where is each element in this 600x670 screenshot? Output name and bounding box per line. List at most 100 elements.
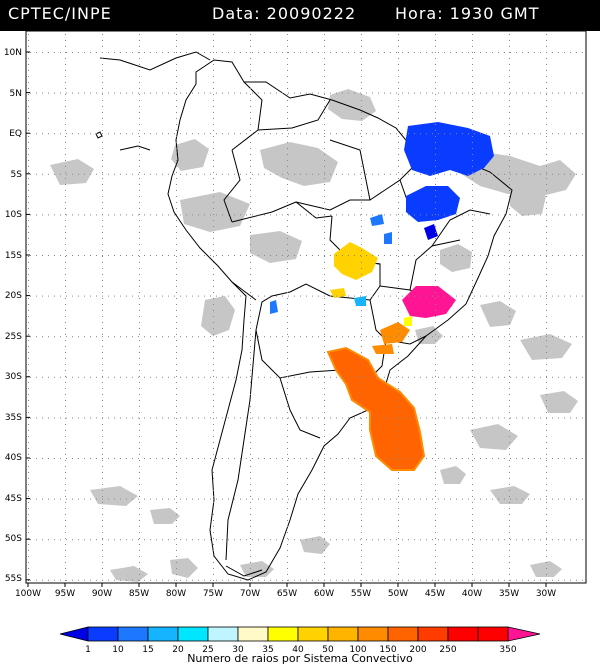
- grid-dot: [192, 295, 193, 297]
- grid-dot: [432, 92, 433, 94]
- grid-dot: [139, 46, 140, 47]
- grid-dot: [472, 370, 473, 371]
- grid-dot: [486, 579, 487, 581]
- grid-dot: [546, 118, 547, 119]
- grid-dot: [312, 255, 313, 256]
- grid-dot: [576, 173, 577, 175]
- grid-dot: [360, 133, 361, 135]
- grid-dot: [402, 458, 403, 459]
- grid-dot: [250, 322, 251, 323]
- grid-dot: [102, 94, 103, 95]
- grid-dot: [287, 58, 288, 59]
- grid-dot: [509, 346, 510, 347]
- grid-dot: [462, 579, 463, 581]
- grid-dot: [361, 472, 362, 473]
- grid-dot: [546, 88, 547, 89]
- grid-dot: [288, 376, 289, 378]
- grid-dot: [28, 406, 29, 407]
- grid-dot: [287, 556, 288, 557]
- grid-dot: [398, 568, 399, 569]
- grid-dot: [90, 52, 91, 53]
- grid-dot: [139, 118, 140, 119]
- grid-dot: [546, 196, 547, 197]
- grid-dot: [372, 417, 373, 419]
- grid-dot: [398, 214, 399, 215]
- grid-dot: [174, 579, 175, 581]
- grid-dot: [250, 286, 251, 287]
- grid-dot: [222, 52, 223, 53]
- grid-dot: [324, 417, 325, 419]
- grid-dot: [522, 539, 523, 541]
- grid-dot: [509, 214, 510, 215]
- grid-dot: [139, 238, 140, 239]
- grid-dot: [510, 376, 511, 378]
- grid-dot: [570, 417, 571, 419]
- grid-dot: [48, 336, 49, 338]
- grid-dot: [360, 255, 361, 256]
- grid-dot: [372, 173, 373, 175]
- grid-dot: [435, 382, 436, 383]
- grid-dot: [176, 280, 177, 281]
- grid-dot: [492, 133, 493, 135]
- grid-dot: [84, 498, 85, 500]
- grid-dot: [270, 52, 271, 53]
- grid-dot: [540, 173, 541, 175]
- grid-dot: [324, 214, 325, 216]
- grid-dot: [324, 562, 325, 563]
- grid-dot: [264, 336, 265, 338]
- grid-dot: [287, 220, 288, 221]
- grid-dot: [390, 417, 391, 419]
- grid-dot: [432, 376, 433, 378]
- grid-dot: [60, 295, 61, 297]
- grid-dot: [480, 133, 481, 135]
- grid-dot: [361, 124, 362, 125]
- grid-dot: [509, 382, 510, 383]
- grid-dot: [492, 539, 493, 541]
- grid-dot: [282, 579, 283, 581]
- grid-dot: [426, 539, 427, 541]
- grid-dot: [65, 508, 66, 509]
- grid-dot: [213, 136, 214, 137]
- grid-dot: [287, 274, 288, 275]
- grid-dot: [65, 556, 66, 557]
- grid-dot: [139, 172, 140, 173]
- grid-dot: [28, 448, 29, 449]
- grid-dot: [361, 34, 362, 35]
- grid-dot: [361, 580, 362, 581]
- grid-dot: [516, 417, 517, 419]
- grid-dot: [213, 46, 214, 47]
- grid-dot: [138, 214, 139, 216]
- grid-dot: [102, 64, 103, 65]
- grid-dot: [288, 336, 289, 338]
- grid-dot: [330, 214, 331, 216]
- grid-dot: [213, 268, 214, 269]
- grid-dot: [72, 295, 73, 297]
- grid-dot: [176, 124, 177, 125]
- grid-dot: [546, 82, 547, 83]
- grid-dot: [246, 539, 247, 541]
- grid-dot: [582, 579, 583, 581]
- grid-dot: [324, 286, 325, 287]
- grid-dot: [456, 255, 457, 256]
- grid-dot: [486, 255, 487, 256]
- grid-dot: [176, 496, 177, 497]
- grid-dot: [546, 226, 547, 227]
- grid-dot: [396, 52, 397, 53]
- grid-dot: [372, 255, 373, 256]
- grid-dot: [258, 214, 259, 216]
- grid-dot: [250, 562, 251, 563]
- grid-dot: [522, 376, 523, 378]
- grid-dot: [398, 292, 399, 293]
- grid-dot: [348, 92, 349, 94]
- grid-dot: [65, 154, 66, 155]
- grid-dot: [162, 133, 163, 135]
- grid-dot: [210, 539, 211, 541]
- grid-dot: [180, 458, 181, 459]
- grid-dot: [258, 498, 259, 500]
- grid-dot: [246, 458, 247, 459]
- grid-dot: [509, 562, 510, 563]
- grid-dot: [240, 133, 241, 135]
- grid-dot: [558, 173, 559, 175]
- grid-dot: [398, 250, 399, 251]
- grid-dot: [361, 394, 362, 395]
